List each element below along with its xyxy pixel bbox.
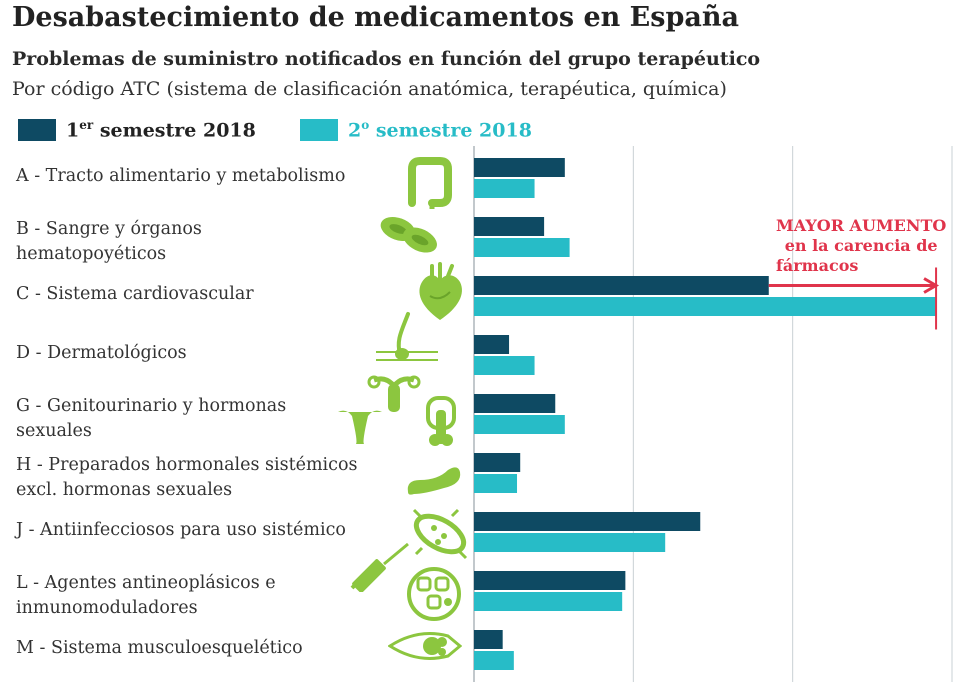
category-label-line: sexuales bbox=[16, 421, 92, 441]
intestine-icon bbox=[408, 157, 452, 209]
category-label-g: G - Genitourinario y hormonas sexuales bbox=[16, 394, 286, 444]
bacteria-syringe-icon bbox=[350, 508, 468, 592]
bar-c-s2 bbox=[474, 297, 937, 316]
skin-hair-icon bbox=[376, 312, 438, 361]
muscle-icon bbox=[388, 632, 462, 660]
category-label-line: excl. hormonas sexuales bbox=[16, 480, 233, 500]
bar-l-s1 bbox=[474, 571, 626, 590]
bar-l-s2 bbox=[474, 592, 623, 611]
bar-a-s1 bbox=[474, 158, 565, 177]
annotation-line-2: en la carencia de bbox=[784, 236, 938, 255]
category-label-c: C - Sistema cardiovascular bbox=[16, 282, 254, 307]
genitourinary-icon bbox=[338, 375, 456, 446]
legend-label-1: 1er semestre 2018 bbox=[66, 118, 256, 142]
category-label-d: D - Dermatológicos bbox=[16, 341, 187, 366]
category-label-line: L - Agentes antineoplásicos e bbox=[16, 573, 276, 593]
cells-icon bbox=[407, 567, 461, 621]
bar-b-s1 bbox=[474, 217, 545, 236]
bar-c-s1 bbox=[474, 276, 769, 295]
bar-m-s2 bbox=[474, 651, 514, 670]
category-label-h: H - Preparados hormonales sistémicos excl… bbox=[16, 453, 357, 503]
annotation-line-3: fármacos bbox=[776, 256, 859, 275]
category-label-line: D - Dermatológicos bbox=[16, 343, 187, 363]
category-label-line: G - Genitourinario y hormonas bbox=[16, 396, 287, 416]
category-label-m: M - Sistema musculoesquelético bbox=[16, 636, 303, 661]
chart-subtitle: Problemas de suministro notificados en f… bbox=[12, 48, 761, 70]
category-label-line: C - Sistema cardiovascular bbox=[16, 284, 254, 304]
category-label-line: M - Sistema musculoesquelético bbox=[16, 638, 303, 658]
legend-swatch-1 bbox=[18, 119, 56, 141]
annotation-line-1: MAYOR AUMENTO bbox=[776, 216, 947, 235]
category-label-l: L - Agentes antineoplásicos e inmunomodul… bbox=[16, 571, 276, 621]
bar-g-s2 bbox=[474, 415, 565, 434]
category-label-line: B - Sangre y órganos bbox=[16, 219, 202, 239]
category-label-line: H - Preparados hormonales sistémicos bbox=[16, 455, 358, 475]
category-label-line: inmunomoduladores bbox=[16, 598, 198, 618]
pancreas-icon bbox=[407, 467, 461, 495]
legend-item-2: 2o semestre 2018 bbox=[300, 116, 532, 144]
legend-item-1: 1er semestre 2018 bbox=[18, 116, 256, 144]
category-label-line: J - Antiinfecciosos para uso sistémico bbox=[16, 520, 346, 540]
annotation-text: MAYOR AUMENTO en la carencia de fármacos bbox=[776, 216, 946, 276]
bar-a-s2 bbox=[474, 179, 535, 198]
category-label-a: A - Tracto alimentario y metabolismo bbox=[16, 164, 345, 189]
bar-b-s2 bbox=[474, 238, 570, 257]
bar-j-s1 bbox=[474, 512, 701, 531]
bar-m-s1 bbox=[474, 630, 503, 649]
category-label-line: A - Tracto alimentario y metabolismo bbox=[16, 166, 346, 186]
chart-title: Desabastecimiento de medicamentos en Esp… bbox=[12, 2, 739, 33]
bar-h-s2 bbox=[474, 474, 518, 493]
legend-swatch-2 bbox=[300, 119, 338, 141]
category-label-b: B - Sangre y órganos hematopoyéticos bbox=[16, 217, 202, 267]
blood-cells-icon bbox=[380, 216, 437, 253]
bar-d-s1 bbox=[474, 335, 510, 354]
bar-d-s2 bbox=[474, 356, 535, 375]
bar-g-s1 bbox=[474, 394, 556, 413]
bar-h-s1 bbox=[474, 453, 521, 472]
heart-icon bbox=[419, 262, 462, 320]
category-label-line: hematopoyéticos bbox=[16, 244, 167, 264]
category-label-j: J - Antiinfecciosos para uso sistémico bbox=[16, 518, 346, 543]
chart-note: Por código ATC (sistema de clasificación… bbox=[12, 78, 727, 100]
bar-j-s2 bbox=[474, 533, 666, 552]
legend-label-2: 2o semestre 2018 bbox=[348, 118, 532, 142]
